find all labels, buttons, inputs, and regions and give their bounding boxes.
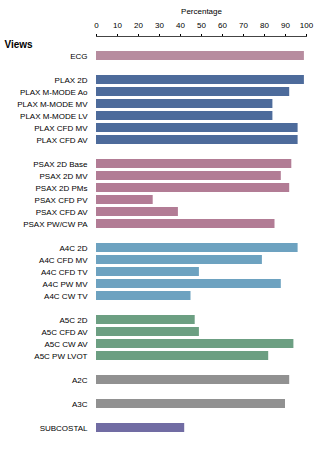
svg-text:PSAX 2D MV: PSAX 2D MV xyxy=(39,172,88,181)
svg-text:Percentage: Percentage xyxy=(181,7,222,16)
svg-text:90: 90 xyxy=(281,21,290,30)
svg-text:A4C CFD MV: A4C CFD MV xyxy=(39,256,88,265)
svg-text:A2C: A2C xyxy=(72,376,88,385)
svg-text:0: 0 xyxy=(94,21,99,30)
svg-text:ECG: ECG xyxy=(70,52,87,61)
svg-text:PSAX CFD AV: PSAX CFD AV xyxy=(36,208,89,217)
svg-text:PLAX M-MODE MV: PLAX M-MODE MV xyxy=(17,100,88,109)
svg-text:PSAX 2D Base: PSAX 2D Base xyxy=(33,160,88,169)
svg-text:A4C CFD TV: A4C CFD TV xyxy=(41,268,88,277)
svg-text:PSAX CFD PV: PSAX CFD PV xyxy=(35,196,89,205)
svg-text:10: 10 xyxy=(113,21,122,30)
svg-text:80: 80 xyxy=(260,21,269,30)
svg-text:A3C: A3C xyxy=(72,400,88,409)
svg-text:PLAX M-MODE Ao: PLAX M-MODE Ao xyxy=(20,88,88,97)
svg-text:PLAX M-MODE LV: PLAX M-MODE LV xyxy=(20,112,88,121)
svg-text:PSAX 2D PMs: PSAX 2D PMs xyxy=(35,184,87,193)
svg-text:A5C PW LVOT: A5C PW LVOT xyxy=(34,352,87,361)
svg-text:60: 60 xyxy=(218,21,227,30)
svg-text:PLAX CFD MV: PLAX CFD MV xyxy=(34,124,88,133)
svg-text:A4C PW MV: A4C PW MV xyxy=(43,280,89,289)
svg-text:Views: Views xyxy=(5,39,34,50)
svg-text:SUBCOSTAL: SUBCOSTAL xyxy=(40,424,88,433)
svg-text:PSAX PW/CW PA: PSAX PW/CW PA xyxy=(23,220,88,229)
svg-text:100: 100 xyxy=(300,21,314,30)
svg-text:40: 40 xyxy=(176,21,185,30)
svg-text:A5C 2D: A5C 2D xyxy=(59,316,87,325)
svg-text:30: 30 xyxy=(155,21,164,30)
svg-text:A5C CFD AV: A5C CFD AV xyxy=(41,328,88,337)
svg-text:PLAX CFD AV: PLAX CFD AV xyxy=(37,136,89,145)
svg-text:20: 20 xyxy=(134,21,143,30)
svg-text:70: 70 xyxy=(239,21,248,30)
svg-text:A5C CW AV: A5C CW AV xyxy=(45,340,89,349)
svg-text:A4C 2D: A4C 2D xyxy=(59,244,87,253)
svg-text:A4C CW TV: A4C CW TV xyxy=(44,292,88,301)
svg-text:PLAX 2D: PLAX 2D xyxy=(55,76,88,85)
svg-text:50: 50 xyxy=(197,21,206,30)
